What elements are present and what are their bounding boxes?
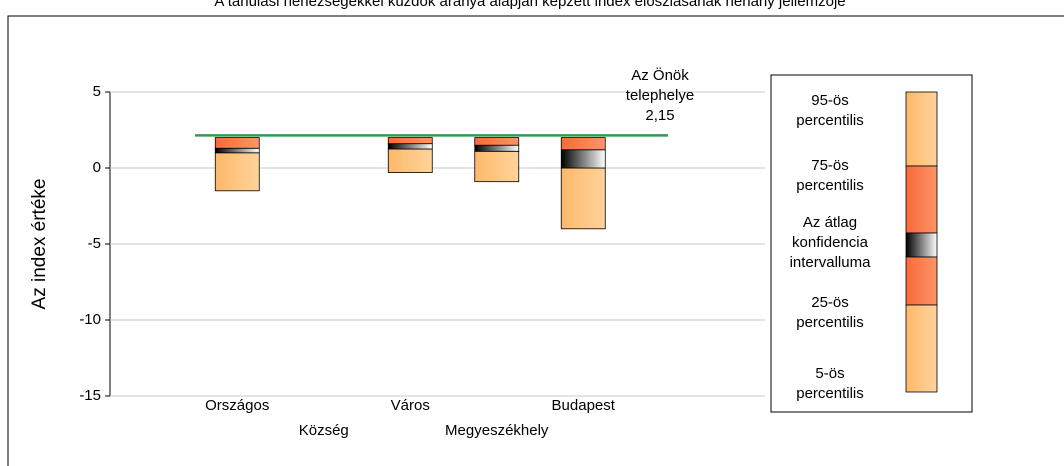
legend-label: percentilis <box>796 112 864 129</box>
legend-swatch <box>905 232 938 258</box>
legend-label: konfidencia <box>792 234 869 251</box>
x-tick-label: Megyeszékhely <box>445 422 549 439</box>
box-upper-mid <box>387 137 433 145</box>
legend-label: percentilis <box>796 177 864 194</box>
legend-swatch <box>905 256 938 306</box>
y-tick-label: -10 <box>79 311 101 328</box>
y-axis-label: Az index értéke <box>29 179 50 310</box>
reference-label: 2,15 <box>645 107 674 124</box>
legend-swatch <box>905 165 938 234</box>
box-low <box>387 148 433 173</box>
legend-swatch <box>905 304 938 393</box>
legend-label: percentilis <box>796 314 864 331</box>
legend-label: Az átlag <box>803 214 857 231</box>
legend-label: 5-ös <box>815 365 844 382</box>
frame <box>7 15 1064 466</box>
y-tick-label: 0 <box>93 159 101 176</box>
y-tick-label: -5 <box>88 235 101 252</box>
box-upper-mid <box>214 137 260 149</box>
box-upper-mid <box>474 137 520 146</box>
legend-label: intervalluma <box>790 254 872 271</box>
y-tick-label: 5 <box>93 83 101 100</box>
box-ci <box>474 144 520 152</box>
x-tick-label: Budapest <box>552 397 616 414</box>
box-low <box>214 152 260 192</box>
chart-title: A tanulási nehézségekkel küzdők aránya a… <box>214 0 845 10</box>
legend-label: 95-ös <box>811 92 849 109</box>
box-low <box>560 167 606 230</box>
y-tick-label: -15 <box>79 387 101 404</box>
x-tick-label: Város <box>391 397 430 414</box>
legend-label: 75-ös <box>811 157 849 174</box>
legend-swatch <box>905 91 938 167</box>
box-ci <box>214 147 260 154</box>
legend-label: 25-ös <box>811 294 849 311</box>
box-upper-mid <box>560 137 606 151</box>
x-tick-label: Országos <box>205 397 269 414</box>
legend-label: percentilis <box>796 385 864 402</box>
box-ci <box>387 143 433 150</box>
box-low <box>474 150 520 183</box>
legend-box <box>770 74 973 413</box>
reference-text: Az Önök <box>631 66 689 84</box>
x-tick-label: Község <box>299 422 349 439</box>
box-ci <box>560 149 606 169</box>
reference-text: telephelye <box>626 87 694 104</box>
